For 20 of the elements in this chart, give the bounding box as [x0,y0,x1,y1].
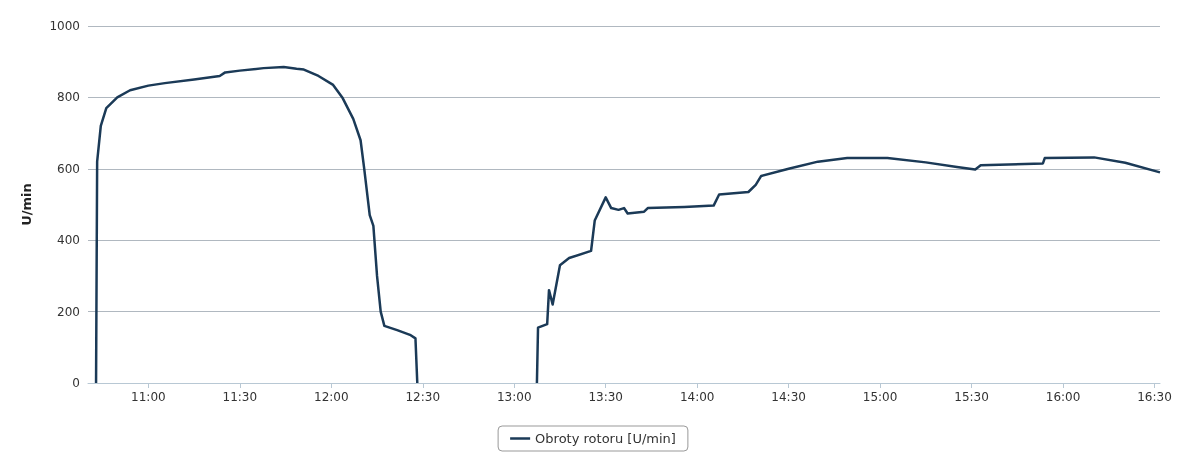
y-tick-label: 200 [57,304,80,319]
x-tick-label: 11:30 [222,390,258,404]
y-tick-label: 1000 [49,19,80,33]
y-tick-label: 800 [57,90,80,105]
y-tick-label: 400 [57,233,80,248]
x-tick-label: 13:00 [496,390,532,404]
y-tick-label: 600 [57,161,80,176]
x-tick-label: 15:00 [862,390,898,404]
x-tick-label: 14:00 [679,390,715,404]
legend-label: Obroty rotoru [U/min] [535,431,676,446]
x-tick-label: 16:00 [1045,390,1081,404]
x-tick-label: 12:30 [405,390,441,404]
x-tick-label: 16:30 [1137,390,1172,404]
x-tick-label: 14:30 [771,390,806,404]
y-axis-title: U/min [19,183,34,226]
y-tick-label: 0 [72,376,80,390]
x-tick-label: 11:00 [131,390,166,404]
x-tick-label: 15:30 [954,390,989,404]
x-tick-label: 12:00 [314,390,349,404]
x-tick-label: 13:30 [588,390,623,404]
